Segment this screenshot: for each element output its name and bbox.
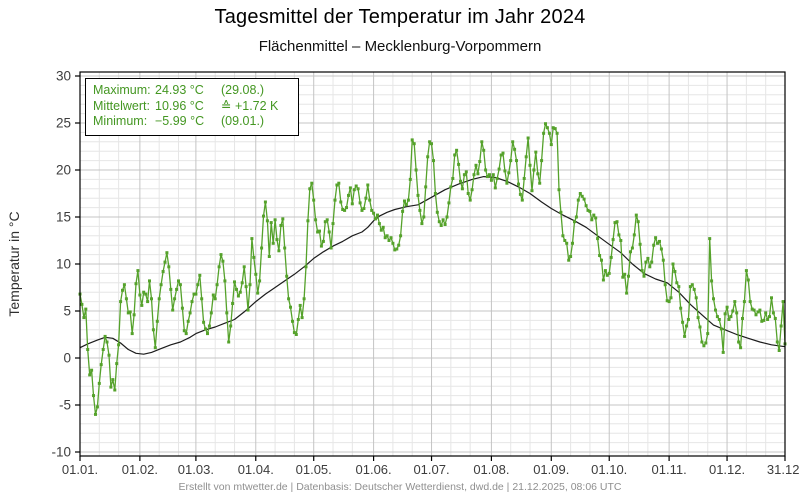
x-tick-label: 01.05.	[296, 462, 332, 477]
stats-maximum-label: Maximum:	[93, 83, 151, 97]
stats-row-maximum: Maximum: 24.93 °C (29.08.)	[93, 83, 291, 99]
stats-mean-label: Mittelwert:	[93, 98, 150, 113]
y-tick-label: 0	[63, 351, 71, 366]
stats-minimum-label: Minimum:	[93, 114, 148, 128]
stats-mean-anomaly: ≙ +1.72 K	[221, 98, 279, 113]
stats-row-mean: Mittelwert: 10.96 °C ≙ +1.72 K	[93, 99, 291, 115]
climate-mean-line	[79, 176, 786, 355]
y-tick-label: -5	[59, 398, 71, 413]
x-tick-label: 01.11.	[652, 462, 687, 477]
x-tick-label: 01.06.	[356, 462, 392, 477]
daily-mean-markers	[78, 122, 787, 416]
x-tick-labels: 01.01. 01.02. 01.03. 01.04. 01.05. 01.06. 01.0…	[62, 462, 800, 477]
y-tick-labels: -10 -5 0 5 10 15 20 25 30	[51, 69, 71, 460]
daily-mean-line	[79, 123, 786, 416]
stats-row-minimum: Minimum: −5.99 °C (09.01.)	[93, 114, 291, 130]
x-tick-label: 01.03.	[178, 462, 214, 477]
stats-minimum-date: (09.01.)	[221, 114, 265, 128]
y-axis-title: Temperatur in °C	[6, 211, 22, 317]
stats-maximum-date: (29.08.)	[221, 83, 265, 97]
stats-mean-value: 10.96 °C	[155, 98, 204, 113]
y-tick-label: 10	[56, 257, 71, 272]
y-tick-label: 25	[56, 116, 71, 131]
stats-maximum-value: 24.93 °C	[155, 83, 204, 97]
footer-credits: Erstellt von mtwetter.de | Datenbasis: D…	[178, 481, 622, 493]
x-tick-label: 01.04.	[238, 462, 274, 477]
stats-box: Maximum: 24.93 °C (29.08.) Mittelwert: 1…	[85, 78, 299, 136]
x-tick-label: 01.07.	[413, 462, 449, 477]
chart-subtitle: Flächenmittel – Mecklenburg-Vorpommern	[258, 38, 542, 55]
y-tick-label: 20	[56, 163, 71, 178]
y-tick-label: -10	[51, 445, 71, 460]
x-tick-label: 31.12.	[767, 462, 800, 477]
chart-title: Tagesmittel der Temperatur im Jahr 2024	[214, 6, 586, 28]
x-tick-label: 01.12.	[709, 462, 745, 477]
x-tick-label: 01.10.	[591, 462, 627, 477]
y-tick-label: 5	[63, 304, 71, 319]
x-tick-label: 01.01.	[62, 462, 98, 477]
x-tick-label: 01.09.	[533, 462, 569, 477]
grid-major	[79, 72, 786, 456]
y-tick-label: 15	[56, 210, 71, 225]
x-tick-label: 01.02.	[122, 462, 158, 477]
y-tick-label: 30	[56, 69, 71, 84]
stats-minimum-value: −5.99 °C	[155, 114, 205, 128]
axis-ticks	[75, 75, 786, 461]
x-tick-label: 01.08.	[473, 462, 509, 477]
